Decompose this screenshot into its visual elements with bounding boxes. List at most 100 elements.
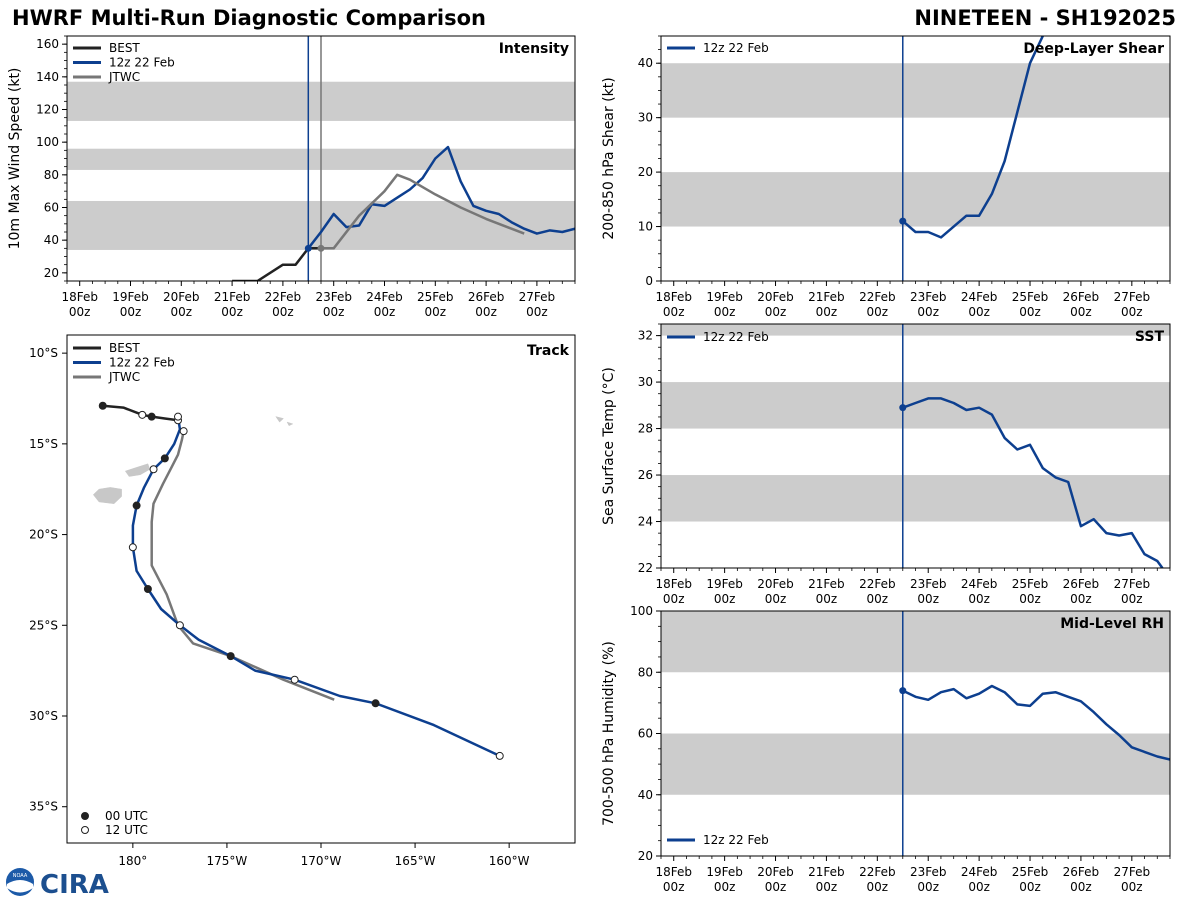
sst-ytick-label: 32 <box>638 329 653 343</box>
track-ytick-label: 35°S <box>29 800 58 814</box>
track-xtick-label: 175°W <box>207 854 248 868</box>
intensity-legend-label-jtwc: JTWC <box>108 70 140 84</box>
track-xtick-label: 170°W <box>301 854 342 868</box>
shear-threshold-band <box>661 172 1170 227</box>
figure-title: HWRF Multi-Run Diagnostic Comparison <box>12 6 487 30</box>
track-marker-run-12utc <box>174 412 183 421</box>
track-ytick-label: 15°S <box>29 437 58 451</box>
intensity-series-start-marker <box>304 244 312 252</box>
rh-xtick-label-hour: 00z <box>968 880 990 894</box>
rh-xtick-label-hour: 00z <box>867 880 889 894</box>
rh-xtick-label-date: 27Feb <box>1114 865 1151 879</box>
shear-panel-title: Deep-Layer Shear <box>1023 41 1164 57</box>
sst-xtick-label-hour: 00z <box>968 592 990 606</box>
track-marker-best-00utc <box>147 412 156 421</box>
sst-xtick-label-date: 18Feb <box>655 577 692 591</box>
track-marker-jtwc-12utc <box>179 427 188 436</box>
track-marker-run-00utc <box>160 454 169 463</box>
sst-panel-title: SST <box>1135 329 1165 345</box>
sst-xtick-label-hour: 00z <box>867 592 889 606</box>
rh-xtick-label-date: 23Feb <box>910 865 947 879</box>
intensity-ytick-label: 40 <box>44 233 59 247</box>
sst-frame <box>660 323 1171 569</box>
sst-xtick-label-date: 19Feb <box>706 577 743 591</box>
intensity-ytick-label: 140 <box>36 70 59 84</box>
intensity-xtick-label-hour: 00z <box>323 305 345 319</box>
intensity-xtick-label-date: 22Feb <box>265 290 302 304</box>
rh-series-start-marker <box>899 687 907 695</box>
track-xtick-label: 180° <box>118 854 147 868</box>
shear-xtick-label-hour: 00z <box>663 305 685 319</box>
cira-logo: NOAA CIRA <box>6 868 109 898</box>
track-legend-00utc-label: 00 UTC <box>105 809 148 823</box>
rh-xtick-label-hour: 00z <box>765 880 787 894</box>
intensity-ytick-label: 80 <box>44 168 59 182</box>
intensity-xtick-label-hour: 00z <box>475 305 497 319</box>
track-legend-label-run: 12z 22 Feb <box>109 356 175 370</box>
track-marker-run-12utc <box>175 621 184 630</box>
shear-xtick-label-date: 19Feb <box>706 290 743 304</box>
track-legend-label-best: BEST <box>109 341 140 355</box>
track-legend-12utc-label: 12 UTC <box>105 823 148 837</box>
intensity-xtick-label-date: 26Feb <box>468 290 505 304</box>
sst-xtick-label-hour: 00z <box>1121 592 1143 606</box>
intensity-plot-area <box>67 36 575 281</box>
intensity-xtick-label-date: 19Feb <box>112 290 149 304</box>
rh-ytick-label: 100 <box>630 604 653 618</box>
intensity-xtick-label-hour: 00z <box>120 305 142 319</box>
shear-ytick-label: 40 <box>638 56 653 70</box>
rh-series-run <box>902 684 1170 761</box>
shear-threshold-band <box>661 63 1170 118</box>
rh-threshold-band <box>661 733 1170 795</box>
sst-ytick-label: 26 <box>638 468 653 482</box>
track-legend-label-jtwc: JTWC <box>108 370 140 384</box>
track-plot-area <box>92 401 504 760</box>
rh-xtick-label-date: 26Feb <box>1063 865 1100 879</box>
shear-xtick-label-hour: 00z <box>917 305 939 319</box>
track-marker-run-00utc <box>226 652 235 661</box>
intensity-xtick-label-hour: 00z <box>272 305 294 319</box>
intensity-xtick-label-date: 18Feb <box>61 290 98 304</box>
track-land-island <box>275 416 284 423</box>
track-marker-run-12utc <box>495 751 504 760</box>
intensity-xtick-label-date: 23Feb <box>315 290 352 304</box>
sst-xtick-label-hour: 00z <box>1070 592 1092 606</box>
rh-legend-label-run: 12z 22 Feb <box>703 833 769 847</box>
sst-legend-label-run: 12z 22 Feb <box>703 330 769 344</box>
track-ytick-label: 30°S <box>29 709 58 723</box>
track-land-island <box>92 487 122 504</box>
intensity-ytick-label: 20 <box>44 266 59 280</box>
track-ytick-label: 10°S <box>29 346 58 360</box>
shear-ylabel: 200-850 hPa Shear (kt) <box>601 77 617 239</box>
rh-ylabel: 700-500 hPa Humidity (%) <box>601 641 617 826</box>
shear-series-start-marker <box>899 217 907 225</box>
sst-series-run <box>902 397 1164 568</box>
sst-xtick-label-hour: 00z <box>714 592 736 606</box>
shear-xtick-label-date: 18Feb <box>655 290 692 304</box>
sst-xtick-label-hour: 00z <box>765 592 787 606</box>
rh-ytick-label: 80 <box>638 665 653 679</box>
shear-ytick-label: 20 <box>638 165 653 179</box>
intensity-ytick-label: 60 <box>44 201 59 215</box>
intensity-ytick-label: 120 <box>36 103 59 117</box>
track-panel-title: Track <box>527 343 570 359</box>
shear-ytick-label: 10 <box>638 220 653 234</box>
rh-ytick-label: 60 <box>638 727 653 741</box>
shear-xtick-label-date: 25Feb <box>1012 290 1049 304</box>
rh-xtick-label-date: 25Feb <box>1012 865 1049 879</box>
intensity-xtick-label-hour: 00z <box>425 305 447 319</box>
track-line-best <box>102 404 179 422</box>
shear-plot-area <box>661 36 1170 281</box>
rh-xtick-label-hour: 00z <box>714 880 736 894</box>
intensity-ylabel: 10m Max Wind Speed (kt) <box>7 68 23 250</box>
rh-plot-area <box>661 611 1170 856</box>
intensity-ytick-label: 100 <box>36 135 59 149</box>
intensity-legend-label-run: 12z 22 Feb <box>109 56 175 70</box>
shear-xtick-label-hour: 00z <box>1070 305 1092 319</box>
sst-plot-area <box>661 324 1170 568</box>
rh-xtick-label-date: 22Feb <box>859 865 896 879</box>
sst-xtick-label-date: 26Feb <box>1063 577 1100 591</box>
track-ytick-label: 25°S <box>29 618 58 632</box>
track-marker-run-00utc <box>143 585 152 593</box>
